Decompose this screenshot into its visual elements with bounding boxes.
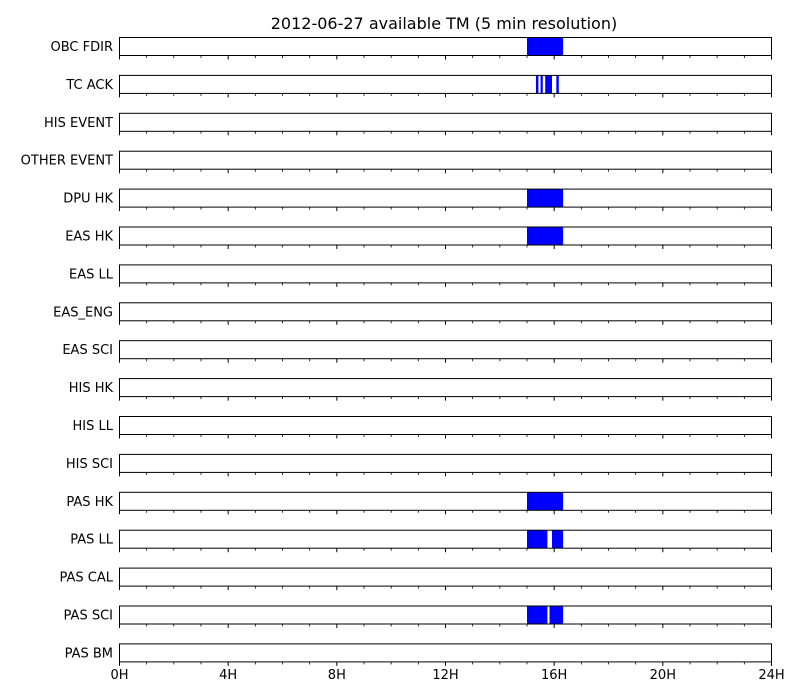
row-label: TC ACK [65, 78, 113, 93]
row-eas-ll: EAS LL [69, 264, 772, 287]
row-dpu-hk: DPU HK [63, 188, 772, 212]
row-his-sci: HIS SCI [66, 453, 772, 477]
row-label: EAS LL [69, 267, 114, 282]
row-tc-ack: TC ACK [65, 74, 772, 98]
row-frame [119, 378, 772, 398]
row-label: OBC FDIR [51, 40, 114, 55]
x-axis: 0H 4H 8H 12H 16H 20H 24H [110, 668, 784, 683]
availability-interval [527, 492, 564, 511]
row-label: PAS LL [70, 533, 114, 548]
chart-title: 2012-06-27 available TM (5 min resolutio… [271, 14, 617, 33]
x-tick-label: 20H [650, 668, 676, 683]
row-frame [119, 302, 772, 322]
row-frame [119, 226, 772, 246]
availability-interval [549, 606, 564, 624]
row-obc-fdir: OBC FDIR [51, 37, 772, 60]
row-label: PAS SCI [64, 609, 113, 624]
row-label: HIS EVENT [44, 116, 113, 131]
availability-interval [540, 75, 543, 94]
row-frame [119, 529, 772, 549]
row-his-event: HIS EVENT [44, 112, 772, 136]
availability-interval [527, 189, 564, 208]
row-frame [119, 150, 772, 170]
availability-interval [527, 530, 548, 549]
row-pas-ll: PAS LL [70, 529, 772, 553]
x-tick-label: 12H [432, 668, 458, 683]
row-label: EAS HK [65, 230, 113, 245]
timeline-rows: OBC FDIR TC ACK HIS EVENT OTHER EVENT DPU HK… [21, 37, 772, 666]
availability-interval [527, 37, 564, 56]
row-pas-bm: PAS BM [65, 643, 772, 666]
x-tick-label: 16H [541, 668, 567, 683]
row-label: PAS CAL [60, 571, 114, 586]
x-tick-label: 24H [758, 668, 784, 683]
row-eas-eng: EAS_ENG [53, 302, 772, 325]
availability-interval [527, 227, 564, 245]
row-pas-sci: PAS SCI [64, 605, 772, 628]
row-his-hk: HIS HK [69, 378, 772, 401]
row-eas-sci: EAS SCI [62, 340, 772, 363]
row-label: DPU HK [63, 192, 113, 207]
row-label: HIS HK [69, 381, 114, 396]
row-frame [119, 340, 772, 360]
x-tick-label: 0H [110, 668, 128, 683]
row-frame [119, 416, 772, 435]
row-frame [119, 453, 772, 473]
availability-interval [545, 75, 552, 94]
row-label: HIS SCI [66, 457, 113, 472]
row-label: EAS_ENG [53, 305, 113, 320]
row-frame [119, 37, 772, 56]
row-label: PAS HK [66, 495, 113, 510]
row-frame [119, 264, 772, 284]
row-frame [119, 112, 772, 132]
availability-interval [535, 75, 539, 94]
row-label: PAS BM [65, 646, 113, 661]
row-other-event: OTHER EVENT [21, 150, 772, 174]
row-frame [119, 605, 772, 625]
row-label: OTHER EVENT [21, 154, 113, 169]
x-tick-label: 8H [328, 668, 346, 683]
row-eas-hk: EAS HK [65, 226, 772, 249]
row-frame [119, 74, 772, 94]
row-pas-cal: PAS CAL [60, 567, 772, 591]
x-tick-label: 4H [219, 668, 237, 683]
availability-interval [556, 75, 559, 94]
row-his-ll: HIS LL [73, 416, 772, 439]
row-label: EAS SCI [62, 343, 113, 358]
row-pas-hk: PAS HK [66, 491, 772, 515]
row-label: HIS LL [73, 419, 114, 434]
row-frame [119, 491, 772, 511]
row-frame [119, 567, 772, 587]
availability-interval [527, 606, 548, 624]
availability-interval [551, 530, 564, 549]
row-frame [119, 643, 772, 663]
row-frame [119, 188, 772, 208]
